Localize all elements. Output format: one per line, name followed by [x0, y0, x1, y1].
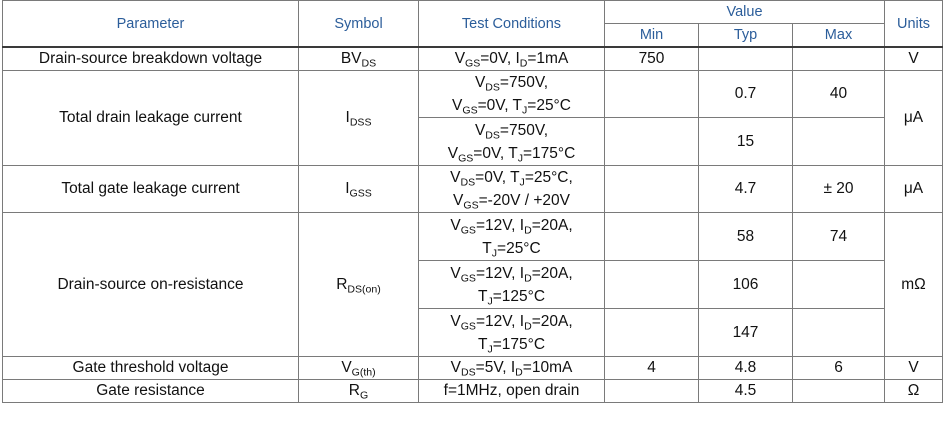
min-cell — [604, 379, 699, 403]
table-row-idss: Total drain leakage current IDSS VDS=750… — [2, 70, 944, 166]
typ-cell: 106 — [698, 260, 793, 309]
min-cell — [604, 212, 699, 261]
table-row-rdson-175: VGS=12V, ID=20A, TJ=175°C 147 — [3, 308, 943, 357]
min-cell: 750 — [604, 46, 699, 71]
units-cell: mΩ — [884, 212, 944, 357]
table-row-rdson: Drain-source on-resistance RDS(on) VGS=1… — [2, 212, 944, 357]
units-cell: V — [884, 356, 944, 380]
units-cell: V — [884, 46, 944, 71]
table-row-rdson-125: VGS=12V, ID=20A, TJ=125°C 106 — [3, 260, 943, 309]
header-max: Max — [791, 23, 886, 48]
parameter-cell: Gate resistance — [2, 379, 299, 403]
typ-cell: 0.7 — [698, 70, 793, 118]
min-cell — [604, 70, 699, 118]
header-value: Value — [603, 0, 886, 24]
units-cell: Ω — [884, 379, 944, 403]
symbol-cell: BVDS — [298, 46, 419, 71]
max-cell — [791, 46, 886, 71]
max-cell: ± 20 — [791, 165, 886, 213]
condition-cell: VDS=750V, VGS=0V, TJ=175°C — [418, 117, 605, 166]
symbol-cell: RG — [298, 379, 419, 403]
symbol-cell: RDS(on) — [298, 212, 419, 357]
condition-cell: VGS=0V, ID=1mA — [418, 46, 605, 71]
condition-cell: VDS=750V, VGS=0V, TJ=25°C — [418, 70, 605, 118]
max-cell — [791, 379, 886, 403]
max-cell: 6 — [791, 356, 886, 380]
parameter-cell: Total gate leakage current — [2, 165, 299, 213]
units-cell: μA — [884, 70, 944, 166]
typ-cell: 4.8 — [698, 356, 793, 380]
min-cell — [604, 308, 699, 357]
min-cell — [604, 117, 699, 166]
header-min: Min — [604, 23, 699, 48]
condition-cell: VDS=5V, ID=10mA — [418, 356, 605, 380]
parameter-cell: Drain-source breakdown voltage — [2, 46, 299, 71]
typ-cell — [698, 46, 793, 71]
specifications-table: Parameter Symbol Test Conditions Value U… — [2, 0, 944, 403]
min-cell — [604, 260, 699, 309]
header-typ: Typ — [698, 23, 793, 48]
typ-cell: 4.7 — [698, 165, 793, 213]
table-row-bvds: Drain-source breakdown voltage BVDS VGS=… — [2, 46, 944, 71]
table-row-igss: Total gate leakage current IGSS VDS=0V, … — [2, 165, 944, 213]
parameter-cell: Total drain leakage current — [2, 70, 299, 166]
typ-cell: 147 — [698, 308, 793, 357]
max-cell — [791, 117, 886, 166]
table-row-rg: Gate resistance RG f=1MHz, open drain 4.… — [2, 379, 944, 403]
typ-cell: 58 — [698, 212, 793, 261]
table-row-vgth: Gate threshold voltage VG(th) VDS=5V, ID… — [2, 356, 944, 380]
min-cell: 4 — [604, 356, 699, 380]
parameter-cell: Gate threshold voltage — [2, 356, 299, 380]
condition-cell: f=1MHz, open drain — [418, 379, 605, 403]
max-cell: 74 — [791, 212, 886, 261]
max-cell — [791, 260, 886, 309]
typ-cell: 15 — [698, 117, 793, 166]
parameter-cell: Drain-source on-resistance — [2, 212, 299, 357]
condition-cell: VGS=12V, ID=20A, TJ=25°C — [418, 212, 605, 261]
table-row-idss-175: VDS=750V, VGS=0V, TJ=175°C 15 — [3, 117, 943, 166]
header-symbol: Symbol — [298, 0, 419, 48]
header-test-conditions: Test Conditions — [418, 0, 605, 48]
condition-cell: VGS=12V, ID=20A, TJ=175°C — [418, 308, 605, 357]
min-cell — [604, 165, 699, 213]
header-parameter: Parameter — [2, 0, 299, 48]
max-cell — [791, 308, 886, 357]
max-cell: 40 — [791, 70, 886, 118]
typ-cell: 4.5 — [698, 379, 793, 403]
condition-cell: VGS=12V, ID=20A, TJ=125°C — [418, 260, 605, 309]
symbol-cell: IGSS — [298, 165, 419, 213]
units-cell: μA — [884, 165, 944, 213]
header-units: Units — [884, 0, 944, 48]
symbol-cell: IDSS — [298, 70, 419, 166]
symbol-cell: VG(th) — [298, 356, 419, 380]
condition-cell: VDS=0V, TJ=25°C, VGS=-20V / +20V — [418, 165, 605, 213]
